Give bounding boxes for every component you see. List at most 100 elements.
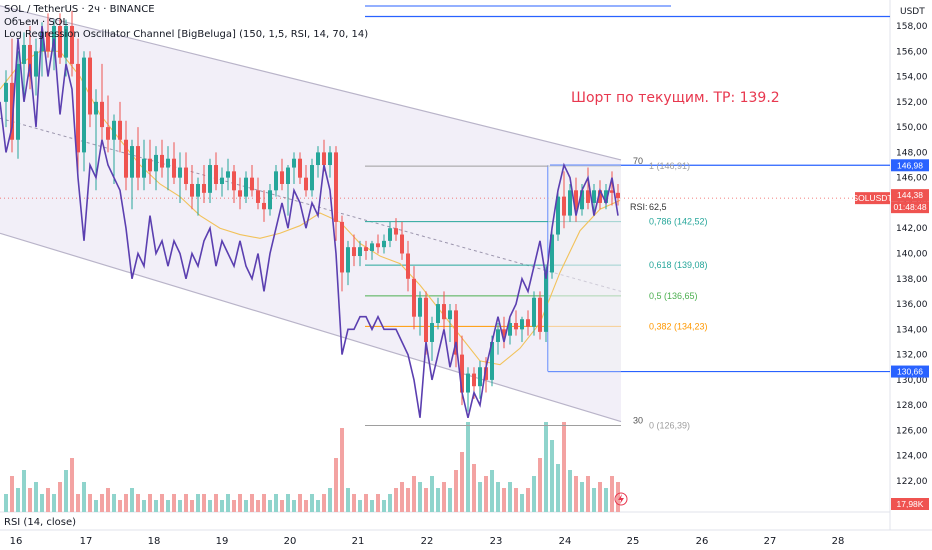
candle-body xyxy=(442,304,446,320)
candle-body xyxy=(148,158,152,172)
candle-body xyxy=(580,190,584,210)
candle-body xyxy=(562,196,566,216)
candle-body xyxy=(364,247,368,251)
volume-bar xyxy=(40,494,44,512)
price-tick-label: 158,00 xyxy=(896,22,928,32)
volume-bar xyxy=(28,488,32,512)
volume-bar xyxy=(508,482,512,512)
volume-bar xyxy=(202,494,206,512)
price-badges: 146,98 SOLUSDT 144,38 01:48:48 130,66 17,98K xyxy=(614,159,929,510)
candle-body xyxy=(358,247,362,257)
volume-bar xyxy=(160,494,164,512)
indicator-legend[interactable]: Log Regression Oscillator Channel [BigBe… xyxy=(4,29,369,40)
badge-146-98-bg xyxy=(891,159,929,172)
candle-body xyxy=(574,190,578,210)
rsi-polyline xyxy=(0,25,619,418)
time-tick-label: 18 xyxy=(148,536,161,547)
volume-bar xyxy=(10,476,14,512)
volume-bar xyxy=(340,428,344,512)
volume-bar xyxy=(148,494,152,512)
price-tick-label: 124,00 xyxy=(896,452,928,462)
volume-bar xyxy=(358,500,362,512)
volume-bar xyxy=(460,452,464,512)
volume-bar xyxy=(208,500,212,512)
volume-bar xyxy=(442,482,446,512)
volume-bar xyxy=(412,476,416,512)
channel-fill xyxy=(0,5,621,422)
volume-bar xyxy=(22,470,26,512)
volume-bar xyxy=(424,488,428,512)
candle-body xyxy=(232,171,236,191)
badge-symbol: SOLUSDT xyxy=(852,193,892,203)
candle-body xyxy=(556,196,560,235)
lightning-icon[interactable] xyxy=(614,492,628,506)
candle-body xyxy=(136,146,140,178)
volume-bar xyxy=(250,494,254,512)
candle-body xyxy=(496,329,500,342)
candle-body xyxy=(526,319,530,327)
volume-bar xyxy=(586,476,590,512)
price-tick-label: 150,00 xyxy=(896,123,928,133)
candle-body xyxy=(22,44,26,64)
candle-body xyxy=(58,26,62,58)
candle-body xyxy=(112,120,116,140)
trade-annotation[interactable]: Шорт по текущим. TP: 139.2 xyxy=(571,90,780,106)
candle-body xyxy=(154,154,158,172)
volume-bar xyxy=(370,500,374,512)
time-tick-label: 24 xyxy=(559,536,572,547)
badge-countdown-bg xyxy=(891,201,929,214)
candle-body xyxy=(568,190,572,216)
candle-body xyxy=(142,158,146,178)
fib-level-label: 0 (126,39) xyxy=(649,421,690,431)
volume-bar xyxy=(64,470,68,512)
volume-bar xyxy=(130,488,134,512)
volume-bar xyxy=(502,488,506,512)
volume-bar xyxy=(316,500,320,512)
candle-body xyxy=(412,278,416,317)
candle-body xyxy=(286,167,290,184)
badge-146-98: 146,98 xyxy=(897,160,923,170)
candle-body xyxy=(280,171,284,184)
candle-body xyxy=(76,63,80,153)
volume-bar xyxy=(286,494,290,512)
rsi-level-label: 70 xyxy=(633,156,643,166)
candle-body xyxy=(352,247,356,257)
candle-body xyxy=(346,247,350,273)
fibonacci-retracement[interactable]: 1 (146,91) 0,786 (142,52) 0,618 (139,08) 0,… xyxy=(365,156,708,431)
candle-body xyxy=(340,221,344,273)
volume-bar xyxy=(4,494,8,512)
volume-legend[interactable]: Объем · SOL xyxy=(4,17,69,28)
volume-bar xyxy=(448,488,452,512)
symbol-legend[interactable]: SOL / TetherUS · 2ч · BINANCE xyxy=(4,4,155,15)
volume-bar xyxy=(52,494,56,512)
volume-bar xyxy=(526,488,530,512)
price-tick-label: 142,00 xyxy=(896,224,928,234)
badge-last-price: 144,38 xyxy=(897,190,923,200)
volume-bar xyxy=(226,494,230,512)
volume-bar xyxy=(220,500,224,512)
candle-body xyxy=(520,319,524,330)
price-tick-label: 156,00 xyxy=(896,47,928,57)
rsi-pane-label[interactable]: RSI (14, close) xyxy=(4,517,77,528)
candle-body xyxy=(256,190,260,203)
candle-body xyxy=(124,139,128,178)
volume-bar xyxy=(478,482,482,512)
volume-bar xyxy=(268,500,272,512)
candle-body xyxy=(406,253,410,279)
candle-body xyxy=(424,297,428,342)
candle-body xyxy=(70,26,74,64)
candle-body xyxy=(106,127,110,140)
candle-body xyxy=(214,165,218,184)
candle-body xyxy=(184,167,188,184)
candle-body xyxy=(118,120,122,140)
volume-bar xyxy=(352,494,356,512)
volume-bar xyxy=(34,482,38,512)
time-axis[interactable]: 16 17 18 19 20 21 22 23 24 25 26 27 28 xyxy=(10,536,845,547)
channel-lower xyxy=(0,232,622,423)
candle-body xyxy=(454,310,458,355)
candle-body xyxy=(502,329,506,336)
volume-bar xyxy=(610,476,614,512)
candle-body xyxy=(34,51,38,77)
time-tick-label: 20 xyxy=(284,536,297,547)
